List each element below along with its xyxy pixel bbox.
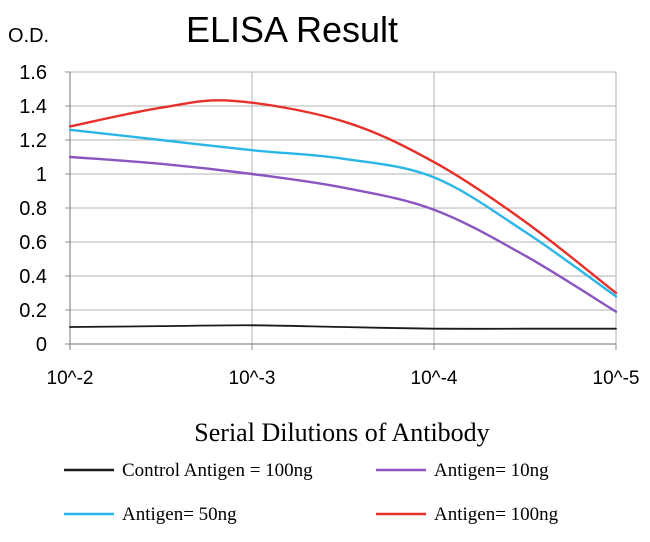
y-tick-label: 1.6 — [19, 62, 47, 84]
axes — [65, 71, 617, 350]
y-tick-label: 0 — [36, 334, 47, 356]
x-tick-label: 10^-3 — [229, 368, 276, 389]
x-tick-label: 10^-4 — [411, 368, 458, 389]
y-tick-label: 1 — [36, 164, 47, 186]
series-lines — [68, 99, 618, 330]
y-tick-label: 0.6 — [19, 232, 47, 254]
grid-lines — [69, 71, 617, 345]
chart-title: ELISA Result — [186, 9, 398, 50]
legend: Control Antigen = 100ng Antigen= 10ng Anti… — [64, 460, 559, 525]
x-tick-label: 10^-5 — [593, 368, 640, 389]
y-tick-label: 0.4 — [19, 266, 47, 288]
y-axis-label: O.D. — [8, 25, 49, 47]
legend-label: Antigen= 50ng — [122, 504, 237, 525]
legend-label: Antigen= 10ng — [434, 460, 549, 481]
y-tick-labels: 0 0.2 0.4 0.6 0.8 1 1.2 1.4 1.6 — [19, 62, 47, 356]
x-tick-label: 10^-2 — [47, 368, 94, 389]
series-line-2 — [68, 155, 618, 313]
x-tick-labels: 10^-2 10^-3 10^-4 10^-5 — [47, 368, 640, 389]
legend-label: Antigen= 100ng — [434, 504, 559, 525]
legend-label: Control Antigen = 100ng — [122, 460, 313, 481]
series-line-4 — [68, 99, 618, 295]
y-tick-label: 0.8 — [19, 198, 47, 220]
y-tick-label: 1.2 — [19, 130, 47, 152]
series-line-3 — [68, 128, 618, 298]
y-tick-label: 0.2 — [19, 300, 47, 322]
y-tick-label: 1.4 — [19, 96, 47, 118]
x-axis-label: Serial Dilutions of Antibody — [194, 418, 489, 447]
series-line-1 — [69, 324, 617, 330]
